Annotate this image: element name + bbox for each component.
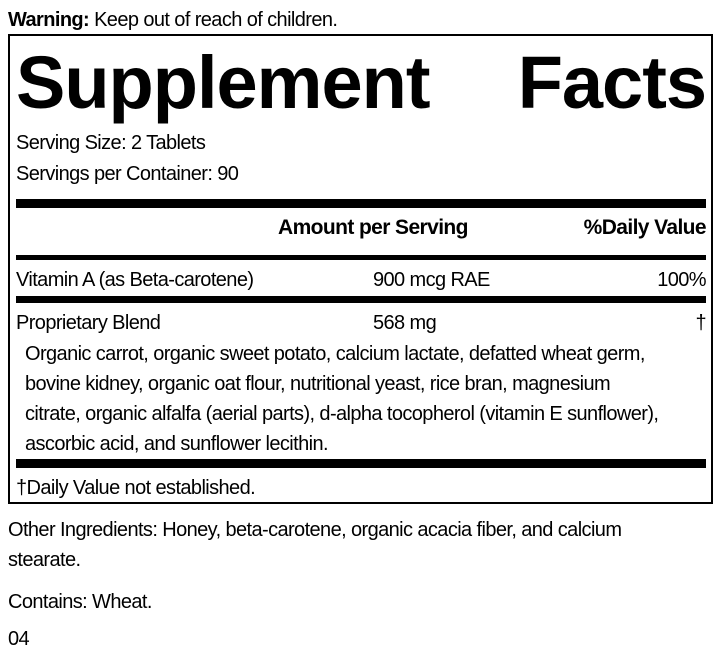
label-code: 04: [8, 628, 30, 650]
blend-line: ascorbic acid, and sunflower lecithin.: [25, 433, 329, 455]
other-ingredients-line: stearate.: [8, 549, 81, 571]
warning-text: Keep out of reach of children.: [89, 9, 338, 31]
row-dv: †: [695, 312, 706, 334]
divider-thick-bottom: [16, 459, 706, 468]
divider-row: [16, 296, 706, 303]
row-amount: 900 mcg RAE: [373, 269, 490, 291]
serving-size: Serving Size: 2 Tablets: [16, 132, 206, 154]
blend-line: bovine kidney, organic oat flour, nutrit…: [25, 373, 611, 395]
panel-title: Supplement Facts: [16, 38, 707, 128]
row-name: Vitamin A (as Beta-carotene): [16, 269, 254, 291]
servings-per-container: Servings per Container: 90: [16, 163, 239, 185]
divider-thick: [16, 199, 706, 208]
row-dv: 100%: [657, 269, 706, 291]
row-name: Proprietary Blend: [16, 312, 161, 334]
divider-medium: [16, 255, 706, 260]
header-daily-value: %Daily Value: [583, 216, 707, 239]
title-word-1: Supplement: [16, 41, 430, 124]
footnote: †Daily Value not established.: [16, 477, 256, 499]
header-amount: Amount per Serving: [278, 216, 468, 239]
other-ingredients-line: Other Ingredients: Honey, beta-carotene,…: [8, 519, 622, 541]
blend-line: Organic carrot, organic sweet potato, ca…: [25, 343, 645, 365]
title-word-2: Facts: [517, 41, 707, 124]
warning: Warning: Keep out of reach of children.: [8, 8, 338, 32]
contains: Contains: Wheat.: [8, 591, 152, 613]
warning-label: Warning:: [8, 9, 90, 31]
row-amount: 568 mg: [373, 312, 437, 334]
supplement-facts-panel: [8, 34, 713, 504]
blend-line: citrate, organic alfalfa (aerial parts),…: [25, 403, 659, 425]
